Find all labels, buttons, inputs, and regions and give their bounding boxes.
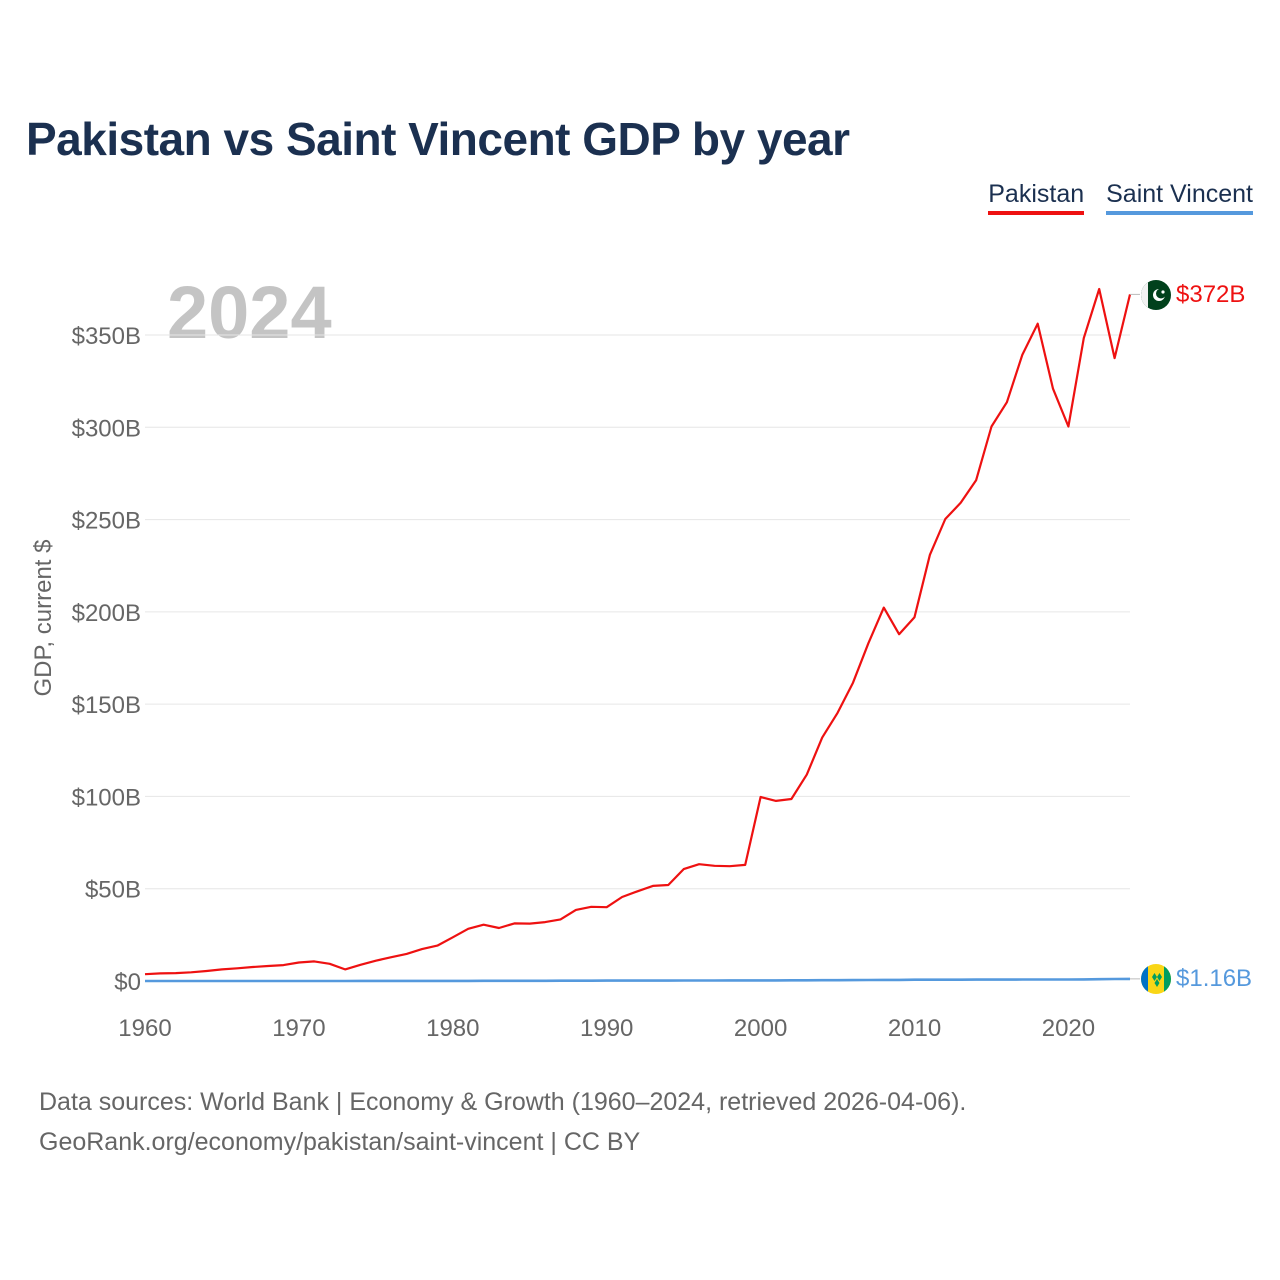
x-tick-label: 2010 <box>888 1015 941 1042</box>
legend: Pakistan Saint Vincent <box>988 180 1253 215</box>
x-tick-label: 2000 <box>734 1015 787 1042</box>
legend-item-saint-vincent[interactable]: Saint Vincent <box>1106 180 1253 215</box>
y-tick-label: $0 <box>114 969 141 996</box>
grid <box>145 334 1130 890</box>
saint-vincent-flag-icon <box>1141 964 1171 994</box>
attribution-link[interactable]: GeoRank.org/economy/pakistan/saint-vince… <box>39 1128 641 1156</box>
y-tick-label: $300B <box>72 415 141 442</box>
y-tick-label: $200B <box>72 600 141 627</box>
gdp-line-chart: 2024 $0 $50B $100B $150B $200B $250B $300B $350… <box>30 271 1252 1042</box>
y-axis-label: GDP, current $ <box>30 540 57 697</box>
y-tick-label: $250B <box>72 508 141 535</box>
x-tick-label: 1990 <box>580 1015 633 1042</box>
x-tick-label: 1960 <box>118 1015 171 1042</box>
saint-vincent-end-value: $1.16B <box>1176 965 1252 992</box>
pakistan-flag-icon <box>1141 280 1171 310</box>
y-tick-label: $350B <box>72 323 141 350</box>
y-tick-label: $100B <box>72 784 141 811</box>
series-lines <box>144 287 1140 983</box>
series-line-pakistan <box>144 287 1132 976</box>
y-tick-label: $150B <box>72 692 141 719</box>
y-tick-label: $50B <box>85 877 141 904</box>
x-tick-label: 1980 <box>426 1015 479 1042</box>
x-tick-label: 1970 <box>272 1015 325 1042</box>
chart-title: Pakistan vs Saint Vincent GDP by year <box>26 113 850 165</box>
legend-item-pakistan[interactable]: Pakistan <box>988 180 1085 215</box>
year-watermark: 2024 <box>167 271 332 354</box>
x-tick-label: 2020 <box>1042 1015 1095 1042</box>
source-note: Data sources: World Bank | Economy & Gro… <box>39 1088 967 1116</box>
x-axis: 1960 1970 1980 1990 2000 2010 2020 <box>118 1015 1095 1042</box>
series-line-saint-vincent <box>145 977 1131 983</box>
pakistan-end-value: $372B <box>1176 281 1245 308</box>
footer: Data sources: World Bank | Economy & Gro… <box>39 1082 966 1162</box>
y-axis: $0 $50B $100B $150B $200B $250B $300B $350B <box>72 323 141 996</box>
